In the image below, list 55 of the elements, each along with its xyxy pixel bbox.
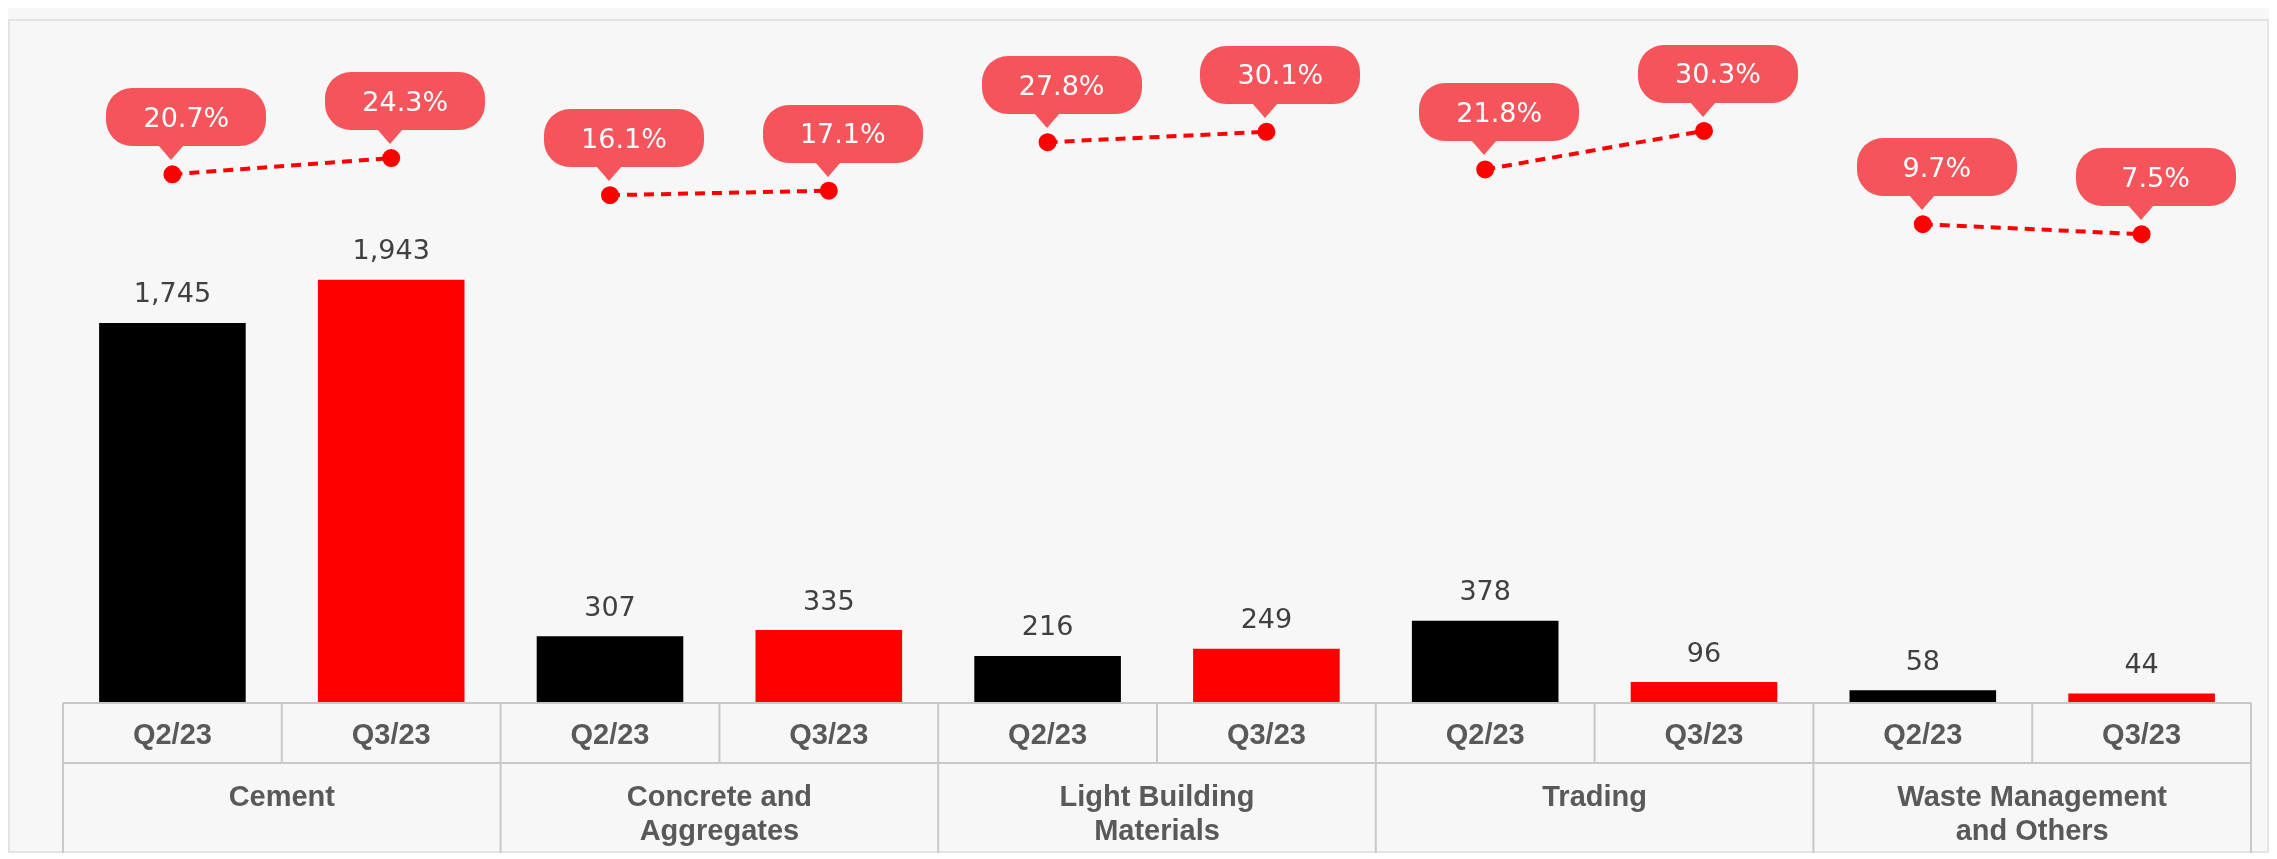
data-label: 1,943	[352, 234, 430, 266]
data-label: 216	[1021, 610, 1074, 642]
bar	[536, 636, 684, 703]
bar	[974, 655, 1121, 703]
data-label: 44	[2124, 647, 2159, 679]
data-label: 249	[1240, 603, 1293, 635]
point	[1257, 122, 1276, 141]
point	[1695, 121, 1713, 140]
data-label: 378	[1459, 575, 1511, 607]
x-tick-label: Q2/23	[570, 718, 650, 751]
bar	[1193, 648, 1340, 703]
text: Waste Management and Others	[1897, 779, 2168, 846]
x-tick-label: Q2/23	[1445, 718, 1525, 751]
x-tick-label: Q3/23	[351, 718, 431, 751]
text: Trading	[1542, 779, 1647, 812]
bar	[99, 322, 246, 703]
data-label: 335	[803, 584, 855, 616]
x-tick-label: Q2/23	[132, 718, 212, 751]
bar	[317, 279, 465, 703]
data-label: 27.8%	[981, 56, 1142, 115]
bar	[2068, 693, 2215, 703]
x-tick-label: Q2/23	[1883, 718, 1963, 751]
text: Cement	[228, 779, 336, 812]
data-label: 307	[584, 590, 636, 622]
point	[601, 186, 619, 205]
point	[1913, 215, 1932, 234]
data-label: 30.3%	[1638, 44, 1798, 103]
data-label: 24.3%	[325, 72, 486, 131]
x-tick-label: Q3/23	[2102, 718, 2182, 751]
text: Concrete and Aggregates	[626, 779, 813, 846]
x-tick-label: Q2/23	[1008, 718, 1088, 751]
x-tick-label: Q3/23	[1226, 718, 1306, 751]
data-label: 17.1%	[762, 104, 923, 163]
data-label: 7.5%	[2075, 148, 2236, 207]
point	[1038, 133, 1057, 152]
data-label: 16.1%	[544, 109, 704, 168]
point	[819, 181, 838, 200]
bar	[755, 630, 903, 703]
x-tick-label: Q3/23	[789, 718, 869, 751]
point	[382, 149, 401, 168]
data-label: 9.7%	[1856, 138, 2017, 197]
text: Light Building Materials	[1059, 779, 1255, 846]
bar	[1411, 620, 1559, 703]
data-label: 58	[1905, 644, 1940, 676]
data-label: 96	[1686, 636, 1722, 668]
x-tick-label: Q3/23	[1664, 718, 1744, 751]
data-label: 1,745	[133, 277, 212, 309]
data-label: 21.8%	[1419, 83, 1580, 142]
point	[163, 165, 182, 184]
bar	[1849, 690, 1997, 703]
bar	[1630, 682, 1778, 703]
data-label: 30.1%	[1200, 45, 1361, 104]
point	[1476, 160, 1495, 179]
point	[2132, 225, 2151, 244]
data-label: 20.7%	[106, 88, 267, 147]
